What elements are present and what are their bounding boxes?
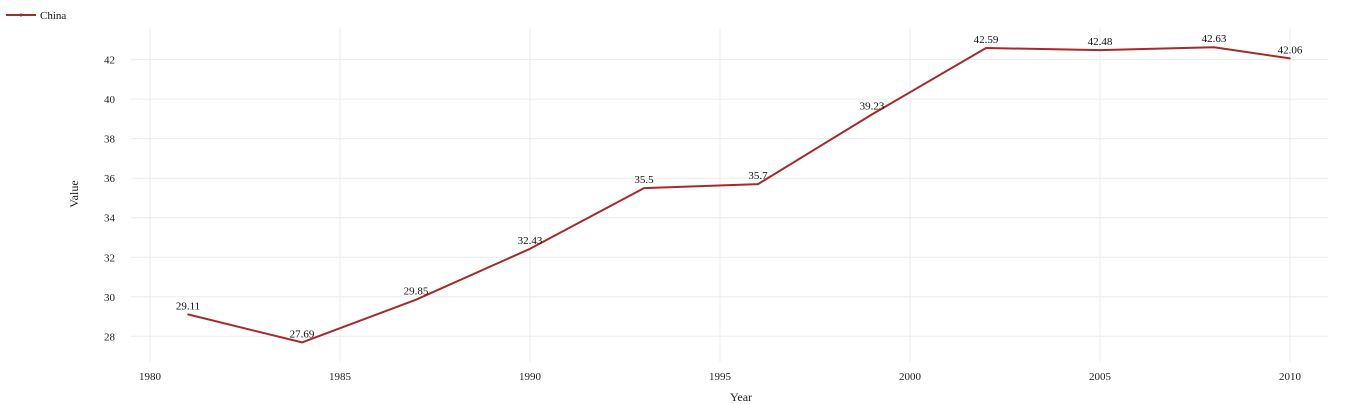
series-lines bbox=[187, 46, 1291, 344]
x-tick-label: 2005 bbox=[1089, 371, 1112, 383]
data-point bbox=[985, 47, 987, 49]
legend-item[interactable]: China bbox=[6, 10, 66, 22]
data-label: 35.7 bbox=[748, 170, 768, 182]
series-line-china bbox=[187, 46, 1291, 344]
data-point bbox=[415, 298, 417, 301]
data-label: 42.59 bbox=[974, 34, 999, 46]
x-tick-label: 1985 bbox=[329, 371, 352, 383]
data-point bbox=[529, 247, 531, 250]
data-point bbox=[1099, 49, 1101, 51]
data-point bbox=[1213, 46, 1215, 48]
x-axis-title: Year bbox=[730, 390, 752, 404]
grid bbox=[131, 28, 1328, 362]
y-tick-label: 30 bbox=[104, 292, 116, 304]
data-label: 39.23 bbox=[860, 100, 885, 112]
data-point bbox=[871, 113, 873, 116]
x-tick-label: 2000 bbox=[899, 371, 922, 383]
y-tick-label: 34 bbox=[104, 213, 116, 225]
data-label: 29.85 bbox=[404, 286, 429, 298]
data-point bbox=[1289, 57, 1291, 60]
data-point bbox=[301, 341, 303, 344]
data-point bbox=[757, 183, 759, 185]
x-tick-label: 1980 bbox=[139, 371, 162, 383]
y-tick-label: 32 bbox=[104, 252, 115, 264]
data-label: 42.63 bbox=[1202, 33, 1227, 45]
data-label: 32.43 bbox=[518, 235, 543, 247]
y-tick-label: 40 bbox=[104, 94, 116, 106]
y-axis-title: Value bbox=[67, 180, 81, 207]
legend-marker bbox=[19, 13, 23, 17]
x-axis-ticks: 1980 1985 1990 1995 2000 2005 2010 bbox=[139, 371, 1302, 383]
x-tick-label: 1995 bbox=[709, 371, 732, 383]
data-label: 29.11 bbox=[176, 300, 200, 312]
y-tick-label: 42 bbox=[104, 55, 115, 67]
y-axis-ticks: 28 30 32 34 36 38 40 42 bbox=[104, 55, 116, 344]
data-labels: 29.11 27.69 29.85 32.43 35.5 35.7 39.23 42.59 42… bbox=[176, 33, 1303, 340]
data-label: 42.48 bbox=[1088, 36, 1113, 48]
legend-label: China bbox=[40, 10, 66, 22]
data-label: 35.5 bbox=[634, 174, 654, 186]
y-tick-label: 38 bbox=[104, 134, 116, 146]
x-tick-label: 1990 bbox=[519, 371, 542, 383]
x-tick-label: 2010 bbox=[1279, 371, 1302, 383]
data-label: 42.06 bbox=[1278, 44, 1303, 56]
y-tick-label: 28 bbox=[104, 331, 116, 343]
data-point bbox=[187, 313, 189, 316]
y-tick-label: 36 bbox=[104, 173, 116, 185]
data-label: 27.69 bbox=[290, 328, 315, 340]
legend[interactable]: China bbox=[6, 10, 66, 22]
data-point bbox=[643, 187, 645, 189]
